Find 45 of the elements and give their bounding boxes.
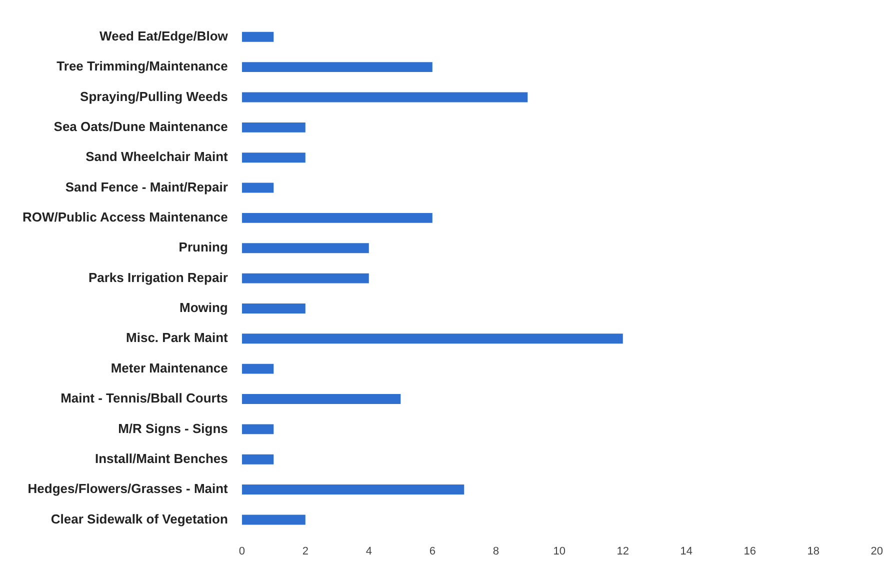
y-tick-label: Weed Eat/Edge/Blow <box>100 28 229 44</box>
x-tick-label: 0 <box>238 545 245 558</box>
y-tick-label: Clear Sidewalk of Vegetation <box>50 511 228 526</box>
bar <box>242 212 432 223</box>
y-tick-label: Hedges/Flowers/Grasses - Maint <box>28 481 229 496</box>
x-tick-label: 20 <box>870 545 884 558</box>
y-tick-label: Install/Maint Benches <box>94 450 228 466</box>
bar <box>242 424 274 434</box>
bar <box>242 243 369 254</box>
bar <box>242 182 274 193</box>
bar <box>242 152 306 163</box>
y-tick-label: ROW/Public Access Maintenance <box>22 210 228 225</box>
bar <box>242 334 623 344</box>
bar <box>242 122 306 132</box>
bar <box>242 394 401 404</box>
x-tick-label: 14 <box>680 545 693 558</box>
bar <box>242 273 369 284</box>
bar <box>242 454 274 464</box>
bar <box>242 32 274 42</box>
x-tick-label: 18 <box>807 545 820 558</box>
x-tick-label: 6 <box>429 545 436 558</box>
bar <box>242 484 464 495</box>
bar <box>242 92 528 102</box>
x-tick-label: 10 <box>553 545 566 558</box>
bar <box>242 304 306 314</box>
x-tick-label: 8 <box>492 545 499 558</box>
y-tick-label: Misc. Park Maint <box>126 330 229 346</box>
x-tick-label: 12 <box>616 545 630 558</box>
y-tick-label: Sand Fence - Maint/Repair <box>65 179 228 194</box>
y-tick-label: Spraying/Pulling Weeds <box>80 88 228 104</box>
x-tick-label: 2 <box>302 545 308 558</box>
bar <box>242 364 274 374</box>
y-tick-label: Tree Trimming/Maintenance <box>56 58 228 74</box>
y-tick-label: Parks Irrigation Repair <box>88 270 228 285</box>
y-tick-label: Sea Oats/Dune Maintenance <box>54 118 228 134</box>
bar <box>242 514 306 525</box>
bar <box>242 62 432 72</box>
y-tick-label: Pruning <box>178 240 228 255</box>
y-tick-label: Meter Maintenance <box>110 360 228 376</box>
y-tick-label: Sand Wheelchair Maint <box>86 149 229 164</box>
x-tick-label: 16 <box>744 545 756 558</box>
y-tick-label: Mowing <box>180 300 228 316</box>
y-tick-label: M/R Signs - Signs <box>118 420 228 436</box>
x-tick-label: 4 <box>366 545 372 558</box>
y-tick-label: Maint - Tennis/Bball Courts <box>60 390 228 406</box>
